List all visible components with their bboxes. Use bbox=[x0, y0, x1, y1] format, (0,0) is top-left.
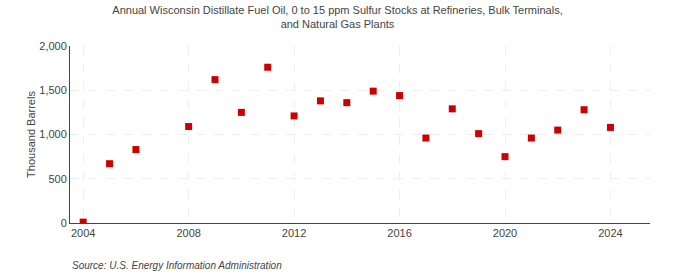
svg-text:2020: 2020 bbox=[493, 227, 517, 239]
svg-text:2,000: 2,000 bbox=[39, 40, 67, 52]
svg-text:0: 0 bbox=[61, 217, 67, 229]
svg-text:1,500: 1,500 bbox=[39, 84, 67, 96]
svg-text:2004: 2004 bbox=[71, 227, 95, 239]
svg-text:Annual Wisconsin Distillate Fu: Annual Wisconsin Distillate Fuel Oil, 0 … bbox=[112, 4, 562, 30]
svg-text:Source: U.S. Energy Informatio: Source: U.S. Energy Information Administ… bbox=[72, 260, 282, 271]
svg-text:2016: 2016 bbox=[387, 227, 411, 239]
svg-text:2008: 2008 bbox=[176, 227, 200, 239]
svg-text:2024: 2024 bbox=[598, 227, 622, 239]
svg-text:Thousand Barrels: Thousand Barrels bbox=[25, 91, 37, 178]
svg-text:2012: 2012 bbox=[282, 227, 306, 239]
svg-text:500: 500 bbox=[48, 173, 66, 185]
svg-text:1,000: 1,000 bbox=[39, 128, 67, 140]
